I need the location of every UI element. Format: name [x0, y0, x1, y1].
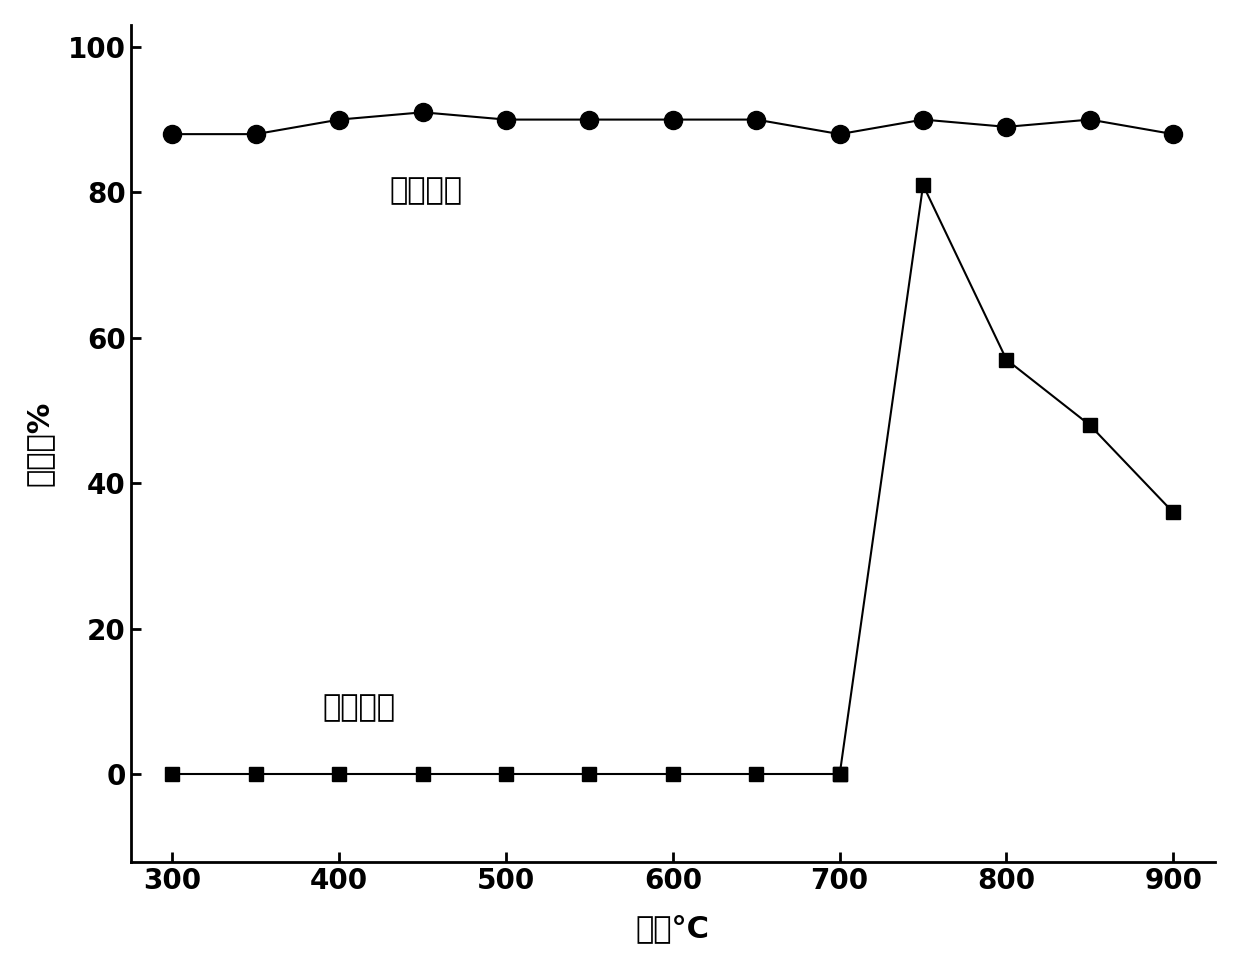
X-axis label: 温度°C: 温度°C [636, 914, 709, 943]
Text: 钔嵔化剂: 钔嵔化剂 [322, 693, 396, 722]
Text: 锶嵔化剂: 锶嵔化剂 [389, 176, 463, 205]
Y-axis label: 选择性%: 选择性% [25, 401, 55, 486]
